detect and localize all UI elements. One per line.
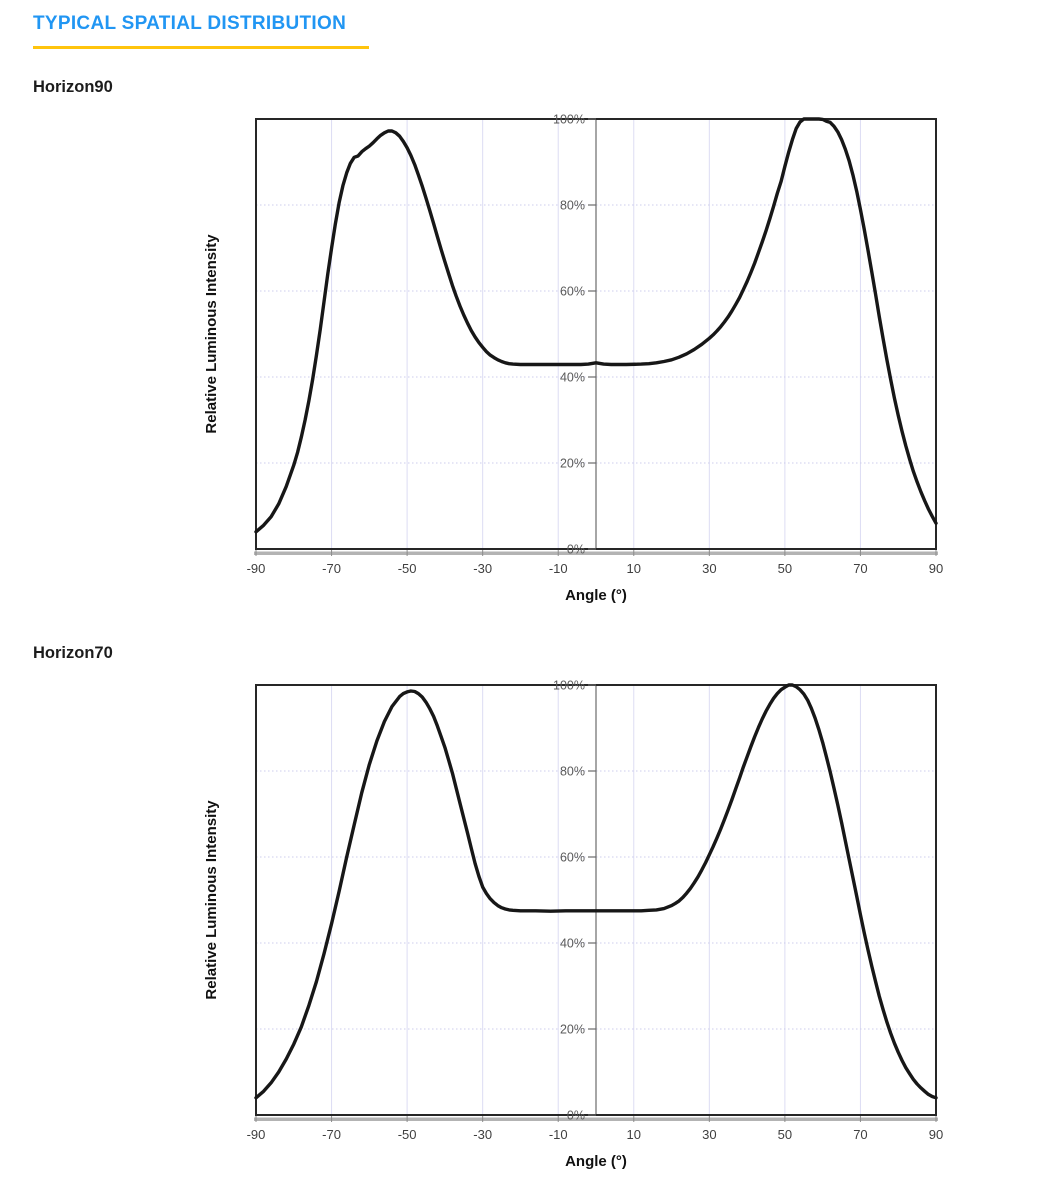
y-tick-label: 40%	[560, 371, 585, 385]
x-tick-label: -30	[473, 561, 492, 576]
x-tick-label: 10	[627, 561, 641, 576]
section-label-horizon90: Horizon90	[33, 78, 113, 96]
x-axis-title: Angle (°)	[565, 1153, 627, 1170]
x-tick-label: 70	[853, 561, 867, 576]
chart-svg: -90 -70 -50 -30 -10 10 30 50 70 90 0% 20% 40% 60% 80% 1…	[203, 679, 943, 1171]
x-tick-label: 10	[627, 1127, 641, 1142]
x-tick-label: 50	[778, 561, 792, 576]
chart-horizon70: -90 -70 -50 -30 -10 10 30 50 70 90 0% 20% 40% 60% 80% 1…	[195, 671, 970, 1181]
chart-svg: -90 -70 -50 -30 -10 10 30 50 70 90 0% 20% 40% 60% 80% 1…	[203, 113, 943, 605]
y-tick-label: 80%	[560, 199, 585, 213]
x-tick-label: -10	[549, 561, 568, 576]
x-tick-label: 90	[929, 561, 943, 576]
y-tick-label: 20%	[560, 1023, 585, 1037]
x-tick-label: -70	[322, 1127, 341, 1142]
x-tick-label: -50	[398, 1127, 417, 1142]
y-tick-label: 60%	[560, 851, 585, 865]
x-tick-label: -90	[247, 561, 266, 576]
section-label-horizon70: Horizon70	[33, 644, 113, 662]
x-tick-label: 70	[853, 1127, 867, 1142]
chart-horizon90: -90 -70 -50 -30 -10 10 30 50 70 90 0% 20% 40% 60% 80% 1…	[195, 105, 970, 615]
x-tick-label: 30	[702, 1127, 716, 1142]
intensity-curve	[254, 117, 938, 534]
x-tick-label: -70	[322, 561, 341, 576]
y-tick-label: 40%	[560, 937, 585, 951]
x-tick-label: -10	[549, 1127, 568, 1142]
y-axis-title: Relative Luminous Intensity	[203, 234, 220, 434]
x-tick-label: -50	[398, 561, 417, 576]
y-tick-label: 100%	[553, 113, 585, 127]
page-title: TYPICAL SPATIAL DISTRIBUTION	[33, 13, 347, 34]
x-axis-baseline	[254, 551, 938, 555]
y-tick-label: 80%	[560, 765, 585, 779]
y-tick-label: 20%	[560, 457, 585, 471]
y-tick-label: 0%	[567, 543, 585, 557]
x-tick-label: 50	[778, 1127, 792, 1142]
y-tick-label: 0%	[567, 1109, 585, 1123]
y-axis-title: Relative Luminous Intensity	[203, 800, 220, 1000]
x-axis-baseline	[254, 1117, 938, 1121]
intensity-curve	[254, 683, 938, 1100]
x-tick-label: -30	[473, 1127, 492, 1142]
x-tick-label: -90	[247, 1127, 266, 1142]
x-axis-title: Angle (°)	[565, 587, 627, 604]
title-underline	[33, 46, 369, 49]
y-tick-label: 60%	[560, 285, 585, 299]
x-tick-label: 30	[702, 561, 716, 576]
y-tick-label: 100%	[553, 679, 585, 693]
x-tick-label: 90	[929, 1127, 943, 1142]
